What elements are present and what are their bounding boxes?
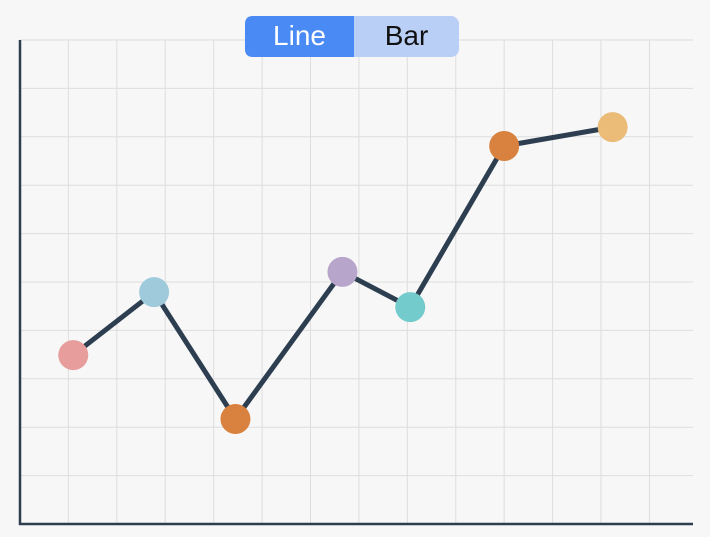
data-point: [327, 256, 358, 287]
data-point: [58, 340, 89, 371]
marks: [58, 112, 628, 434]
data-point: [489, 130, 520, 161]
toggle-active: [245, 16, 354, 57]
toggle: Line Bar: [245, 16, 459, 57]
data-point: [597, 112, 628, 143]
data-point: [395, 292, 426, 323]
toggle-option[interactable]: Bar: [385, 20, 429, 51]
grid: [20, 39, 693, 524]
toggle-option[interactable]: Line: [273, 20, 326, 51]
data-point: [139, 277, 170, 308]
data-point: [220, 403, 251, 434]
